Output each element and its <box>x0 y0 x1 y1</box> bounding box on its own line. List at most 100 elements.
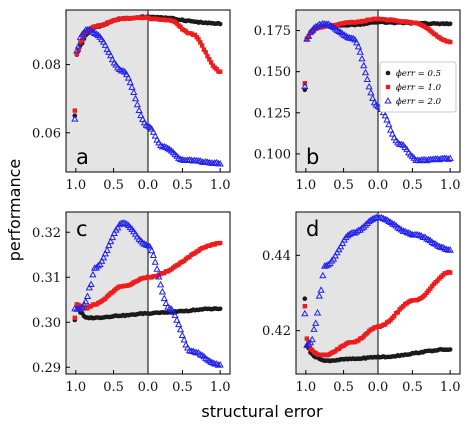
series-phi20 <box>301 19 454 164</box>
data-point <box>74 41 83 49</box>
data-point <box>126 78 134 86</box>
data-point <box>99 38 108 45</box>
legend-marker <box>385 70 391 76</box>
data-point <box>203 50 208 55</box>
data-point <box>361 221 370 228</box>
data-point <box>135 106 143 114</box>
data-point <box>216 159 224 167</box>
data-point <box>184 156 192 164</box>
data-point <box>352 38 361 46</box>
data-point <box>208 60 214 65</box>
data-point <box>430 239 438 247</box>
x-tick-label: 0.5 <box>103 380 124 395</box>
data-point <box>72 315 77 320</box>
data-point <box>185 346 194 354</box>
x-tick-label: 1.0 <box>210 178 231 193</box>
y-tick-label: 0.100 <box>254 147 291 162</box>
data-point <box>85 283 93 291</box>
data-point <box>137 111 145 119</box>
x-tick-label: 0.5 <box>402 380 423 395</box>
data-point <box>447 347 453 352</box>
data-point <box>198 40 203 45</box>
data-point <box>165 304 174 312</box>
data-point <box>175 320 183 328</box>
data-point <box>178 331 186 339</box>
data-point <box>169 308 177 315</box>
data-point <box>354 42 363 50</box>
data-point <box>114 223 122 231</box>
data-point <box>395 310 400 315</box>
data-point <box>151 258 159 265</box>
data-point <box>444 155 453 162</box>
data-point <box>207 57 212 62</box>
y-tick-label: 0.30 <box>32 316 61 331</box>
data-point <box>173 316 181 323</box>
legend-box <box>379 61 457 113</box>
data-point <box>447 21 453 27</box>
data-point <box>187 156 195 163</box>
data-point <box>89 270 97 278</box>
x-tick-label: 1.0 <box>295 178 316 193</box>
data-point <box>142 240 150 248</box>
legend: ϕerr = 0.5 ϕerr = 1.0 ϕerr = 2.0 <box>379 61 457 113</box>
data-point <box>176 325 185 333</box>
x-tick-label: 0.5 <box>103 178 124 193</box>
data-point <box>162 299 170 307</box>
data-point <box>76 305 85 312</box>
series-phi20 <box>71 25 224 167</box>
data-point <box>167 305 176 312</box>
x-tick-label: 0.0 <box>368 178 389 193</box>
panel-letter-b: b <box>306 145 319 169</box>
data-point <box>182 341 190 348</box>
data-point <box>388 219 397 227</box>
data-point <box>218 69 223 74</box>
data-point <box>72 108 77 113</box>
data-point <box>302 296 308 302</box>
data-point <box>358 224 366 231</box>
data-point <box>217 21 223 27</box>
legend-label: ϕerr = 0.5 <box>396 69 441 79</box>
data-point <box>216 361 224 368</box>
data-point <box>108 233 117 241</box>
data-point <box>429 284 435 289</box>
data-point <box>214 67 219 72</box>
data-point <box>207 358 215 365</box>
data-point <box>160 142 168 150</box>
data-point <box>315 292 323 299</box>
legend-marker <box>384 96 392 104</box>
series-phi20 <box>71 219 224 368</box>
data-point <box>448 39 453 45</box>
data-point <box>196 350 204 358</box>
data-point <box>336 242 345 250</box>
x-tick-label: 1.0 <box>65 178 86 193</box>
data-point <box>319 271 327 279</box>
data-point <box>414 230 422 238</box>
data-point <box>171 311 179 318</box>
data-point <box>369 94 377 101</box>
data-point <box>218 240 223 246</box>
data-point <box>441 244 449 252</box>
y-tick-label: 0.42 <box>262 324 291 339</box>
data-point <box>90 29 99 36</box>
data-point <box>446 246 454 253</box>
data-point <box>435 242 443 250</box>
data-point <box>78 303 86 311</box>
data-point <box>74 51 79 57</box>
data-point <box>156 280 165 288</box>
data-point <box>158 287 167 295</box>
data-point <box>319 19 327 27</box>
data-point <box>196 37 201 42</box>
y-tick-label: 0.125 <box>254 106 291 121</box>
data-point <box>304 32 313 39</box>
x-tick-label: 0.0 <box>368 380 389 395</box>
data-point <box>365 82 373 90</box>
data-point <box>124 74 133 81</box>
data-point <box>313 308 322 316</box>
data-point <box>103 246 111 253</box>
data-point <box>356 48 364 55</box>
data-point <box>94 261 102 269</box>
data-point <box>83 292 92 299</box>
data-point <box>308 335 316 343</box>
x-tick-label: 1.0 <box>295 380 316 395</box>
data-point <box>160 294 168 302</box>
